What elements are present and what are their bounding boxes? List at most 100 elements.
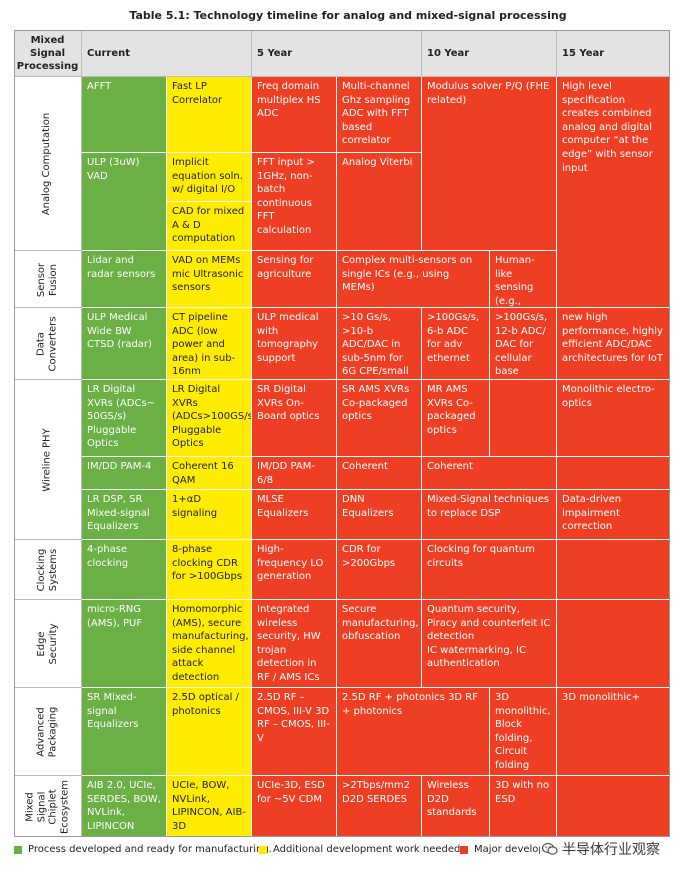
red-swatch <box>460 845 468 854</box>
cell-lr-digital-xvrs-50: LR Digital XVRs (ADCs~ 50GS/s) Pluggable… <box>82 380 167 457</box>
cell-afft: AFFT <box>82 77 167 153</box>
cell-ulp-vad: ULP (3uW) VAD <box>82 153 167 251</box>
legend-green-label: Process developed and ready for manufact… <box>28 844 272 855</box>
row-label-edge-security: Edge Security <box>14 600 82 688</box>
cell-6g-adc-dac: >10 Gs/s, >10-b ADC/DAC in sub-5nm for 6… <box>337 308 422 380</box>
cell-lr-dsp: LR DSP, SR Mixed-signal Equalizers <box>82 490 167 540</box>
cell-micro-rng: micro-RNG (AMS), PUF <box>82 600 167 688</box>
ic-watermarking-text: IC watermarking, IC authentication <box>427 644 526 670</box>
cell-ucie-3d: UCIe-3D, ESD for ~5V CDM <box>252 776 337 837</box>
cell-base-station-adc: >100Gs/s, 12-b ADC/ DAC for cellular bas… <box>490 308 557 380</box>
cell-mr-ams-xvrs: MR AMS XVRs Co-packaged optics <box>422 380 490 457</box>
cell-quantum-security: Quantum security, Piracy and counterfeit… <box>422 600 557 688</box>
col-header-10-year: 10 Year <box>422 30 557 77</box>
corner-header: Mixed Signal Processing <box>14 30 82 77</box>
row-label-chiplet-ecosystem: Mixed Signal Chiplet Ecosystem <box>14 776 82 837</box>
quantum-security-text: Quantum security, Piracy and counterfeit… <box>427 604 551 643</box>
col-header-5-year: 5 Year <box>252 30 422 77</box>
timeline-table: Mixed Signal Processing Current 5 Year 1… <box>14 30 670 837</box>
cell-lr-digital-xvrs-100: LR Digital XVRs (ADCs>100GS/s) Pluggable… <box>167 380 252 457</box>
cell-25d-rf-cmos: 2.5D RF – CMOS, III-V 3D RF – CMOS, III-… <box>252 688 337 776</box>
row-label-advanced-packaging: Advanced Packaging <box>14 688 82 776</box>
cell-3d-no-esd: 3D with no ESD <box>490 776 557 837</box>
cell-fast-lp-correlator: Fast LP Correlator <box>167 77 252 153</box>
cell-dnn-equalizers: DNN Equalizers <box>337 490 422 540</box>
row-label-text: Mixed Signal Chiplet Ecosystem <box>24 779 71 834</box>
col-header-current: Current <box>82 30 252 77</box>
row-label-wireline-phy: Wireline PHY <box>14 380 82 540</box>
legend-green: Process developed and ready for manufact… <box>14 844 272 855</box>
yellow-swatch <box>259 845 267 854</box>
cell-human-like-sensing: Human-like sensing (e.g., smell) <box>490 251 557 308</box>
cell-complex-multisensors: Complex multi-sensors on single ICs (e.g… <box>337 251 490 308</box>
cell-3d-monolithic-plus: 3D monolithic+ <box>557 688 670 776</box>
cell-cad-mixed: CAD for mixed A & D computation <box>167 202 252 251</box>
cell-ethernet-adc: >100Gs/s, 6-b ADC for adv ethernet <box>422 308 490 380</box>
cell-8-phase-clocking: 8-phase clocking CDR for >100Gbps <box>167 540 252 600</box>
row-label-text: Sensor Fusion <box>35 262 59 297</box>
cell-empty-security-15y <box>557 600 670 688</box>
cell-vad-mems: VAD on MEMs mic Ultrasonic sensors <box>167 251 252 308</box>
cell-imdd-pam68: IM/DD PAM-6/8 <box>252 457 337 490</box>
cell-ulp-medical-ctsd: ULP Medical Wide BW CTSD (radar) <box>82 308 167 380</box>
cell-25d-optical: 2.5D optical / photonics <box>167 688 252 776</box>
cell-coherent-10y: Coherent <box>422 457 557 490</box>
cell-signaling: 1+αD signaling <box>167 490 252 540</box>
cell-mlse-equalizers: MLSE Equalizers <box>252 490 337 540</box>
row-label-text: Wireline PHY <box>41 428 53 492</box>
cell-multichannel-adc: Multi-channel Ghz sampling ADC with FFT … <box>337 77 422 153</box>
cell-freq-domain-adc: Freq domain multiplex HS ADC <box>252 77 337 153</box>
cell-25d-rf-photonics: 2.5D RF + photonics 3D RF + photonics <box>337 688 490 776</box>
cell-ucie-bow: UCIe, BOW, NVLink, LIPINCON, AIB-3D <box>167 776 252 837</box>
row-label-sensor-fusion: Sensor Fusion <box>14 251 82 308</box>
cell-analog-viterbi: Analog Viterbi <box>337 153 422 251</box>
cell-d2d-serdes: >2Tbps/mm2 D2D SERDES <box>337 776 422 837</box>
cell-fft-input: FFT input > 1GHz, non-batch continuous F… <box>252 153 337 251</box>
legend-yellow-label: Additional development work needed. <box>273 844 464 855</box>
cell-3d-monolithic: 3D monolithic, Block folding, Circuit fo… <box>490 688 557 776</box>
row-label-text: Advanced Packaging <box>35 706 59 758</box>
watermark: 半导体行业观察 <box>540 839 662 859</box>
cell-cdr-200g: CDR for >200Gbps <box>337 540 422 600</box>
cell-iot-adc-dac: new high performance, highly efficient A… <box>557 308 670 380</box>
cell-secure-manufacturing: Secure manufacturing, obfuscation <box>337 600 422 688</box>
cell-sr-mixed-signal-eq: SR Mixed-signal Equalizers <box>82 688 167 776</box>
cell-coherent-16qam: Coherent 16 QAM <box>167 457 252 490</box>
row-label-clocking-systems: Clocking Systems <box>14 540 82 600</box>
cell-data-driven-correction: Data-driven impairment correction <box>557 490 670 540</box>
cell-4-phase-clocking: 4-phase clocking <box>82 540 167 600</box>
cell-lidar-radar: Lidar and radar sensors <box>82 251 167 308</box>
cell-wireless-d2d: Wireless D2D standards <box>422 776 490 837</box>
cell-ulp-medical-tomography: ULP medical with tomography support <box>252 308 337 380</box>
cell-quantum-clocking: Clocking for quantum circuits <box>422 540 557 600</box>
col-header-15-year: 15 Year <box>557 30 670 77</box>
cell-high-level-spec: High level specification creates combine… <box>557 77 670 308</box>
cell-monolithic-electro-optics: Monolithic electro-optics <box>557 380 670 457</box>
row-label-text: Analog Computation <box>41 112 53 216</box>
cell-integrated-wireless-security: Integrated wireless security, HW trojan … <box>252 600 337 688</box>
cell-imdd-pam4: IM/DD PAM-4 <box>82 457 167 490</box>
cell-mixed-signal-dsp: Mixed-Signal techniques to replace DSP <box>422 490 557 540</box>
wechat-icon <box>542 842 558 855</box>
row-label-data-converters: Data Converters <box>14 308 82 380</box>
cell-lo-generation: High-frequency LO generation <box>252 540 337 600</box>
cell-empty-wireline-15y <box>557 457 670 490</box>
cell-implicit-equation: Implicit equation soln. w/ digital I/O <box>167 153 252 202</box>
cell-sensing-agriculture: Sensing for agriculture <box>252 251 337 308</box>
cell-empty-clocking-15y <box>557 540 670 600</box>
row-label-text: Clocking Systems <box>35 548 59 592</box>
row-label-text: Edge Security <box>35 623 59 665</box>
cell-homomorphic: Homomorphic (AMS), secure manufacturing,… <box>167 600 252 688</box>
cell-modulus-solver: Modulus solver P/Q (FHE related) <box>422 77 557 251</box>
cell-empty-chiplet-15y <box>557 776 670 837</box>
cell-ct-pipeline-adc: CT pipeline ADC (low power and area) in … <box>167 308 252 380</box>
cell-aib-ucie: AIB 2.0, UCIe, SERDES, BOW, NVLink, LIPI… <box>82 776 167 837</box>
legend-yellow: Additional development work needed. <box>259 844 464 855</box>
row-label-text: Data Converters <box>35 316 59 372</box>
watermark-text: 半导体行业观察 <box>562 842 660 858</box>
table-title: Table 5.1: Technology timeline for analo… <box>129 9 567 22</box>
green-swatch <box>14 845 22 854</box>
row-label-analog-computation: Analog Computation <box>14 77 82 251</box>
cell-sr-ams-xvrs: SR AMS XVRs Co-packaged optics <box>337 380 422 457</box>
cell-empty-wireline <box>490 380 557 457</box>
